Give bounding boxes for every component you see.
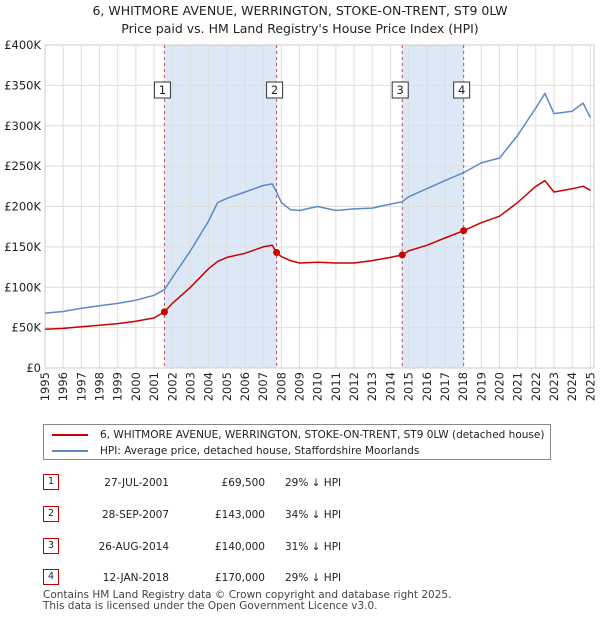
- sale-point: [273, 249, 281, 257]
- x-tick-label: 1996: [56, 372, 70, 401]
- y-tick-label: £200K: [4, 200, 41, 214]
- plot-border: [44, 44, 595, 369]
- y-tick-label: £0: [26, 361, 41, 375]
- legend-label-hpi: HPI: Average price, detached house, Staf…: [100, 445, 420, 457]
- y-tick-label: £150K: [4, 240, 41, 254]
- sale-label-box: [391, 81, 409, 99]
- x-tick-label: 2020: [492, 372, 506, 401]
- y-tick-label: £100K: [4, 280, 41, 294]
- sale-point: [160, 308, 168, 316]
- y-tick-label: £350K: [4, 78, 41, 92]
- legend: 6, WHITMORE AVENUE, WERRINGTON, STOKE-ON…: [43, 424, 551, 460]
- chart-title-line1: 6, WHITMORE AVENUE, WERRINGTON, STOKE-ON…: [92, 3, 508, 18]
- y-tick-label: £300K: [4, 119, 41, 133]
- chart-title-line2: Price paid vs. HM Land Registry's House …: [121, 21, 479, 36]
- y-tick-label: £250K: [4, 159, 41, 173]
- x-tick-label: 2015: [402, 372, 416, 401]
- x-tick-label: 2008: [274, 372, 288, 401]
- price-chart: £0 £50K £100K £150K £200K £250K £300K £350K £400…: [4, 38, 597, 401]
- sale-badge: 1: [43, 474, 59, 490]
- x-tick-label: 2006: [238, 372, 252, 401]
- sale-label-box: [453, 81, 471, 99]
- x-tick-label: 2001: [147, 372, 161, 401]
- property-price-line: [44, 179, 591, 330]
- footer-line1: Contains HM Land Registry data © Crown c…: [43, 589, 452, 601]
- sale-badge: 2: [43, 506, 59, 522]
- x-tick-label: 2018: [456, 372, 470, 401]
- sale-date: 12-JAN-2018: [102, 572, 169, 584]
- x-tick-label: 2021: [511, 372, 525, 401]
- sale-label-number: 3: [397, 83, 404, 97]
- x-tick-label: 2016: [420, 372, 434, 401]
- sale-label-number: 2: [271, 83, 278, 97]
- x-tick-label: 2004: [202, 372, 216, 401]
- x-tick-label: 2007: [256, 372, 270, 401]
- x-tick-label: 2024: [565, 372, 579, 401]
- x-tick-label: 2012: [347, 372, 361, 401]
- sale-label-box: [153, 81, 171, 99]
- sale-point: [460, 227, 468, 235]
- x-tick-label: 1998: [93, 372, 107, 401]
- sale-badge: 3: [43, 538, 59, 554]
- legend-label-property: 6, WHITMORE AVENUE, WERRINGTON, STOKE-ON…: [100, 429, 545, 441]
- x-tick-label: 1995: [38, 372, 52, 401]
- x-tick-label: 2011: [329, 372, 343, 401]
- footer-licence: Contains HM Land Registry data © Crown c…: [43, 590, 451, 612]
- x-tick-label: 2005: [220, 372, 234, 401]
- sale-hpi-diff: 29% ↓ HPI: [285, 572, 342, 584]
- sale-price: £69,500: [221, 477, 265, 489]
- sale-date: 26-AUG-2014: [98, 541, 169, 553]
- x-tick-label: 2010: [311, 372, 325, 401]
- hpi-line: [44, 92, 592, 314]
- sale-date: 27-JUL-2001: [104, 477, 169, 489]
- x-tick-label: 2013: [365, 372, 379, 401]
- y-tick-label: £400K: [4, 38, 41, 52]
- x-tick-label: 1999: [111, 372, 125, 401]
- sale-price: £143,000: [214, 509, 265, 521]
- x-tick-label: 1997: [74, 372, 88, 401]
- legend-swatch-hpi: [52, 450, 88, 452]
- x-tick-label: 2003: [183, 372, 197, 401]
- x-tick-label: 2000: [129, 372, 143, 401]
- sale-hpi-diff: 31% ↓ HPI: [285, 541, 342, 553]
- x-tick-label: 2014: [383, 372, 397, 401]
- sale-hpi-diff: 29% ↓ HPI: [285, 477, 342, 489]
- x-tick-label: 2019: [474, 372, 488, 401]
- legend-item-property: 6, WHITMORE AVENUE, WERRINGTON, STOKE-ON…: [52, 428, 544, 442]
- y-tick-label: £50K: [12, 321, 42, 335]
- sale-label-number: 4: [458, 83, 465, 97]
- legend-swatch-property: [52, 434, 88, 436]
- x-tick-label: 2009: [293, 372, 307, 401]
- sale-price: £170,000: [214, 572, 265, 584]
- sale-price: £140,000: [214, 541, 265, 553]
- x-tick-label: 2002: [165, 372, 179, 401]
- x-tick-label: 2023: [547, 372, 561, 401]
- sale-date: 28-SEP-2007: [101, 509, 169, 521]
- sale-hpi-diff: 34% ↓ HPI: [285, 509, 342, 521]
- legend-item-hpi: HPI: Average price, detached house, Staf…: [52, 444, 419, 458]
- x-tick-label: 2022: [529, 372, 543, 401]
- sale-point: [398, 251, 406, 259]
- sale-badge: 4: [43, 569, 59, 585]
- x-tick-label: 2025: [583, 372, 597, 401]
- sale-label-box: [266, 81, 284, 99]
- chart-title: 6, WHITMORE AVENUE, WERRINGTON, STOKE-ON…: [0, 2, 600, 38]
- x-tick-label: 2017: [438, 372, 452, 401]
- footer-line2: This data is licensed under the Open Gov…: [43, 600, 378, 612]
- sale-label-number: 1: [159, 83, 166, 97]
